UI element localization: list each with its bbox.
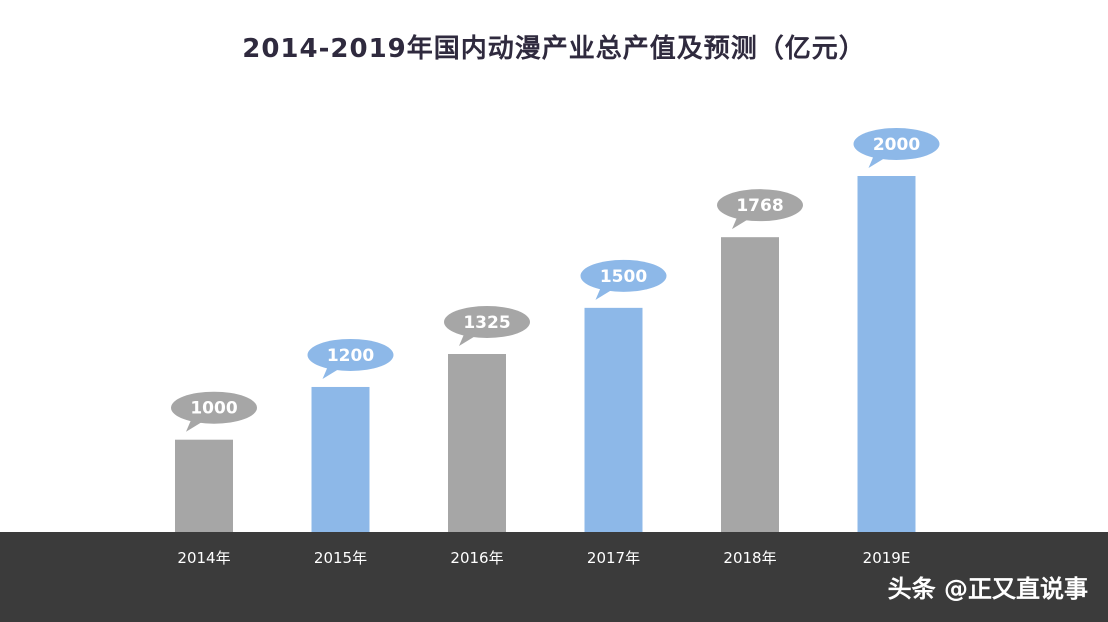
value-label: 1500 — [600, 267, 647, 287]
value-bubble: 1000 — [171, 391, 257, 432]
source-watermark: 头条 @正又直说事 — [887, 575, 1088, 603]
x-tick-label: 2016年 — [450, 549, 503, 567]
bar-2015年 — [311, 386, 370, 532]
value-label: 2000 — [873, 135, 920, 155]
value-label: 1200 — [327, 346, 374, 366]
value-label: 1000 — [190, 399, 237, 419]
bars-layer — [175, 176, 916, 532]
bar-2017年 — [584, 307, 643, 532]
x-tick-labels-layer: 2014年 2015年 2016年 2017年 2018年 2019E — [177, 549, 910, 567]
value-bubble: 1200 — [307, 338, 394, 379]
bar-2016年 — [448, 354, 506, 532]
value-label: 1325 — [463, 313, 510, 333]
value-bubble: 1768 — [717, 189, 803, 230]
bar-2019E — [857, 176, 916, 532]
value-bubble: 1500 — [580, 259, 667, 300]
value-bubbles-layer: 1000 1200 1325 1500 1768 2000 — [171, 128, 940, 432]
value-label: 1768 — [736, 196, 783, 216]
x-tick-label: 2019E — [863, 549, 911, 567]
x-tick-label: 2017年 — [587, 549, 640, 567]
value-bubble: 1325 — [444, 306, 530, 346]
bar-2018年 — [721, 237, 779, 532]
x-tick-label: 2015年 — [314, 549, 367, 567]
x-tick-label: 2014年 — [177, 549, 230, 567]
chart-title: 2014-2019年国内动漫产业总产值及预测（亿元） — [242, 34, 866, 64]
x-axis-band — [0, 532, 1108, 622]
bar-2014年 — [175, 439, 233, 532]
value-bubble: 2000 — [853, 128, 940, 168]
x-tick-label: 2018年 — [723, 549, 776, 567]
